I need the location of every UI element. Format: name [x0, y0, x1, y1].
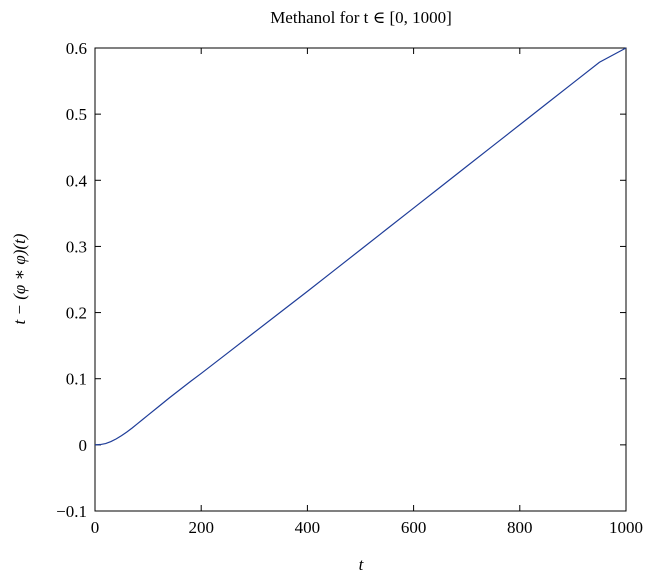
x-tick-label: 400 [295, 518, 321, 537]
y-axis-ticks: −0.1 0 0.1 0.2 0.3 0.4 0.5 0.6 [56, 39, 626, 521]
y-tick-label: 0.2 [66, 304, 87, 323]
x-axis-ticks: 0 200 400 600 800 1000 [91, 48, 643, 537]
plot-frame [94, 47, 627, 512]
y-tick-label: 0.3 [66, 237, 87, 256]
x-tick-label: 1000 [609, 518, 643, 537]
y-tick-label: 0.4 [66, 171, 88, 190]
x-tick-label: 200 [188, 518, 214, 537]
y-axis-label: t − (φ ∗ φ)(t) [10, 233, 29, 324]
y-tick-label: 0.5 [66, 105, 87, 124]
y-tick-label: −0.1 [56, 502, 87, 521]
y-tick-label: 0.6 [66, 39, 87, 58]
x-tick-label: 800 [507, 518, 533, 537]
x-tick-label: 0 [91, 518, 100, 537]
x-axis-label: t [359, 555, 365, 574]
y-tick-label: 0.1 [66, 370, 87, 389]
y-tick-label: 0 [79, 436, 88, 455]
x-tick-label: 600 [401, 518, 427, 537]
chart-title: Methanol for t ∈ [0, 1000] [270, 8, 452, 27]
series-line [94, 47, 627, 446]
